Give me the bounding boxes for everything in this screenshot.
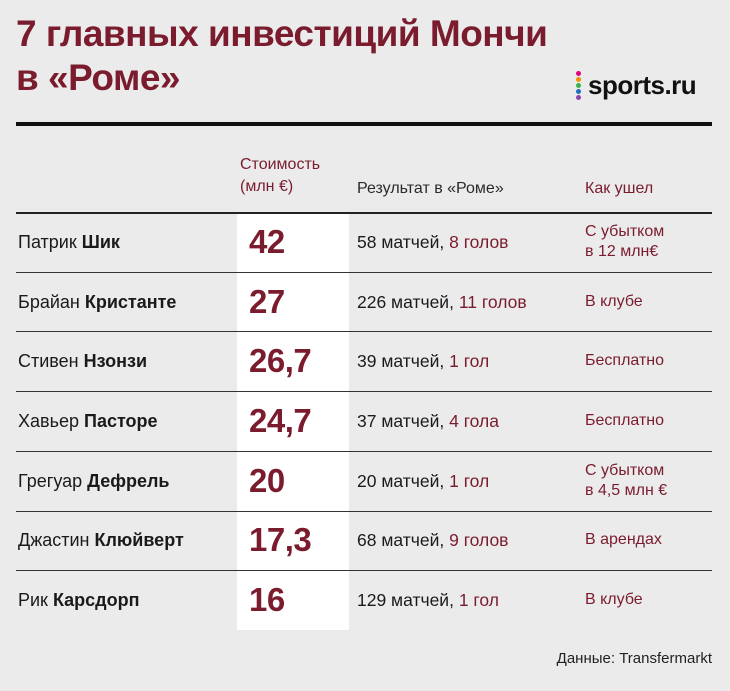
exit-line-1: В арендах	[585, 531, 662, 549]
header-cost-line-2: (млн €)	[240, 178, 294, 195]
result-cell: 68 матчей, 9 голов	[357, 529, 508, 551]
player-last-name: Пасторе	[84, 410, 158, 431]
player-first-name: Рик	[18, 590, 48, 611]
player-name: Брайан Кристанте	[18, 291, 176, 313]
cost-column-background	[237, 212, 349, 630]
logo-dots-icon	[576, 70, 584, 101]
player-last-name: Кристанте	[84, 291, 177, 312]
player-last-name: Клюйверт	[94, 530, 184, 551]
row-divider	[16, 570, 712, 572]
row-divider	[16, 331, 712, 333]
player-first-name: Стивен	[18, 351, 79, 372]
exit-status: В клубе	[585, 590, 643, 610]
player-name: Рик Карсдорп	[18, 589, 139, 611]
header-cost: Стоимость (млн €)	[240, 154, 320, 198]
goals-count: 1 гол	[449, 470, 490, 491]
logo-text: sports.ru	[588, 70, 697, 100]
exit-line-1: Бесплатно	[585, 352, 665, 370]
goals-count: 4 гола	[449, 410, 499, 431]
result-cell: 226 матчей, 11 голов	[357, 291, 527, 313]
matches-count: 226 матчей,	[357, 291, 454, 312]
exit-status: Бесплатно	[585, 351, 664, 371]
player-first-name: Брайан	[18, 291, 80, 312]
cost-value: 42	[249, 222, 285, 260]
title-line-1: 7 главных инвестиций Мончи	[16, 13, 548, 54]
matches-count: 58 матчей,	[357, 231, 445, 252]
title-divider	[16, 122, 712, 126]
player-name: Джастин Клюйверт	[18, 529, 184, 551]
exit-status: Бесплатно	[585, 411, 664, 431]
exit-status: В клубе	[585, 292, 643, 312]
header-result: Результат в «Роме»	[357, 180, 504, 197]
player-first-name: Грегуар	[18, 470, 83, 491]
player-first-name: Патрик	[18, 231, 77, 252]
row-divider	[16, 391, 712, 393]
goals-count: 8 голов	[449, 231, 509, 252]
cost-value: 17,3	[249, 521, 312, 559]
goals-count: 1 гол	[449, 351, 490, 372]
exit-status: В арендах	[585, 530, 662, 550]
matches-count: 129 матчей,	[357, 590, 454, 611]
cost-value: 16	[249, 581, 285, 619]
result-cell: 129 матчей, 1 гол	[357, 589, 499, 611]
player-last-name: Дефрель	[87, 470, 170, 491]
table-top-line	[16, 212, 712, 214]
result-cell: 37 матчей, 4 гола	[357, 410, 499, 432]
player-last-name: Шик	[81, 231, 120, 252]
matches-count: 37 матчей,	[357, 410, 445, 431]
player-first-name: Хавьер	[18, 410, 79, 431]
chart-title: 7 главных инвестиций Мончи в «Роме»	[16, 12, 548, 100]
player-name: Грегуар Дефрель	[18, 470, 169, 492]
cost-value: 26,7	[249, 342, 312, 380]
goals-count: 11 голов	[458, 291, 527, 312]
exit-line-1: В клубе	[585, 292, 643, 310]
exit-line-2: в 4,5 млн €	[585, 481, 668, 499]
player-first-name: Джастин	[18, 530, 90, 551]
player-name: Хавьер Пасторе	[18, 410, 158, 432]
goals-count: 9 голов	[449, 530, 509, 551]
exit-line-1: В клубе	[585, 591, 643, 609]
exit-status: С убытком в 12 млн€	[585, 222, 664, 262]
result-cell: 39 матчей, 1 гол	[357, 350, 489, 372]
player-last-name: Нзонзи	[83, 351, 148, 372]
data-source: Данные: Transfermarkt	[556, 650, 712, 667]
exit-line-2: в 12 млн€	[585, 242, 659, 260]
result-cell: 58 матчей, 8 голов	[357, 231, 508, 253]
row-divider	[16, 450, 712, 452]
matches-count: 68 матчей,	[357, 530, 445, 551]
row-divider	[16, 271, 712, 273]
result-cell: 20 матчей, 1 гол	[357, 470, 489, 492]
exit-status: С убытком в 4,5 млн €	[585, 461, 667, 501]
player-name: Патрик Шик	[18, 231, 120, 253]
player-name: Стивен Нзонзи	[18, 350, 147, 372]
matches-count: 39 матчей,	[357, 351, 445, 372]
sports-ru-logo: sports.ru	[576, 70, 697, 101]
header-exit: Как ушел	[585, 180, 654, 197]
cost-value: 24,7	[249, 401, 312, 439]
header-cost-line-1: Стоимость	[240, 156, 321, 173]
exit-line-1: С убытком	[585, 222, 665, 240]
exit-line-1: Бесплатно	[585, 411, 665, 429]
player-last-name: Карсдорп	[52, 590, 140, 611]
goals-count: 1 гол	[458, 590, 499, 611]
row-divider	[16, 510, 712, 512]
title-line-2: в «Роме»	[16, 57, 181, 98]
cost-value: 20	[249, 461, 285, 499]
cost-value: 27	[249, 282, 285, 320]
exit-line-1: С убытком	[585, 461, 665, 479]
matches-count: 20 матчей,	[357, 470, 445, 491]
